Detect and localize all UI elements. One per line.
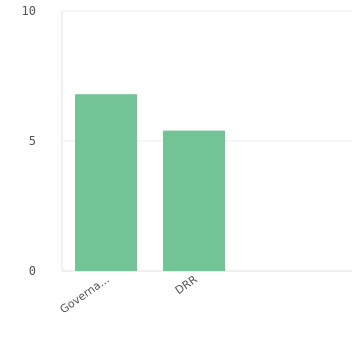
y-tick-label-5: 5: [29, 134, 36, 148]
bar-0[interactable]: [75, 94, 137, 271]
y-tick-label-10: 10: [22, 4, 36, 18]
x-tick-label-1: DRR: [173, 273, 200, 297]
x-tick-label-0: Governa...: [58, 273, 112, 316]
y-axis-ticks: 0 5 10: [22, 4, 36, 278]
y-tick-label-0: 0: [29, 264, 36, 278]
bar-1[interactable]: [163, 130, 225, 271]
bars: [75, 94, 225, 271]
x-axis-ticks: Governa... DRR: [58, 273, 200, 317]
